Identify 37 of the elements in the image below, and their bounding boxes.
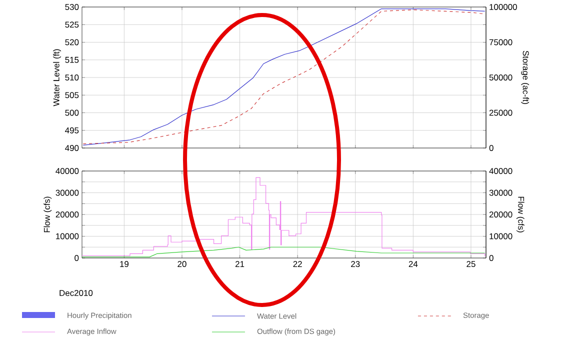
y2-axis-title: Storage (ac-ft): [521, 50, 530, 104]
x-tick-label: 21: [236, 261, 244, 267]
y-tick-label: 505: [65, 92, 79, 98]
line-series: [82, 246, 486, 258]
y-tick-label: 520: [65, 39, 79, 46]
y-tick-label: 40000: [56, 168, 79, 174]
x-tick-label: 24: [408, 261, 418, 267]
y2-tick-label: 40000: [489, 168, 512, 174]
x-tick-label: 25: [466, 261, 476, 268]
y2-tick-label: 0: [489, 255, 494, 261]
y2-tick-label: 50000: [489, 74, 512, 80]
y-tick-label: 20000: [56, 212, 79, 218]
x-tick-label: 20: [178, 261, 186, 268]
y-tick-label: 525: [65, 22, 79, 28]
y-axis-title: Flow (cfs): [44, 196, 52, 232]
y-tick-label: 515: [65, 56, 79, 63]
x-tick-label: 23: [351, 261, 360, 268]
y2-tick-label: 75000: [489, 39, 512, 46]
y-tick-label: 530: [65, 4, 79, 10]
y-tick-label: 495: [65, 127, 79, 134]
y2-tick-label: 10000: [490, 233, 512, 240]
y2-axis-title: Flow (cfs): [516, 196, 524, 232]
y2-tick-label: 30000: [489, 190, 512, 196]
y-tick-label: 30000: [56, 190, 79, 196]
y2-tick-label: 100000: [490, 4, 517, 10]
y-axis-title: Water Level (ft): [53, 49, 61, 106]
text: Dec2010: [60, 290, 93, 296]
y2-tick-label: 20000: [489, 212, 512, 218]
x-tick-label: 22: [293, 261, 302, 267]
y-tick-label: 0: [74, 255, 79, 261]
y2-tick-label: 25000: [489, 110, 512, 116]
y2-tick-label: 0: [489, 145, 494, 151]
y-tick-label: 10000: [56, 233, 79, 240]
y-tick-label: 510: [65, 74, 79, 80]
y-tick-label: 490: [65, 145, 79, 151]
y-tick-label: 500: [65, 110, 79, 116]
x-tick-label: 19: [120, 261, 129, 268]
